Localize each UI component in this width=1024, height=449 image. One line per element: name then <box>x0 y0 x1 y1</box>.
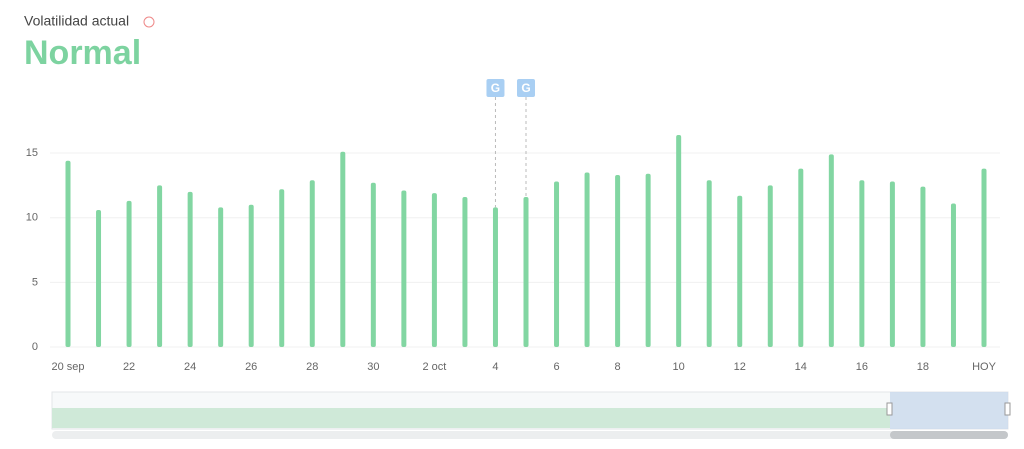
bar <box>676 134 682 347</box>
x-tick-label: 18 <box>917 361 929 373</box>
help-icon[interactable] <box>143 16 155 28</box>
bar <box>767 185 773 347</box>
bar <box>157 185 163 347</box>
x-tick-label: 20 sep <box>51 361 84 373</box>
x-tick-label: 26 <box>245 361 257 373</box>
bar <box>950 203 956 347</box>
navigator-series <box>52 408 890 428</box>
x-tick-label: 4 <box>492 361 498 373</box>
bar <box>340 151 346 347</box>
bar <box>401 190 407 347</box>
bar <box>584 172 590 347</box>
navigator-selection[interactable] <box>890 392 1008 429</box>
bar <box>431 193 437 347</box>
bar <box>65 160 71 347</box>
bar <box>554 181 560 347</box>
bar <box>889 181 895 347</box>
bar <box>828 154 834 347</box>
x-tick-label: 28 <box>306 361 318 373</box>
x-tick-label: 22 <box>123 361 135 373</box>
bar <box>309 180 315 347</box>
bar <box>218 207 224 347</box>
annotation-flag <box>486 79 505 97</box>
x-tick-label: 14 <box>795 361 807 373</box>
y-tick-label: 10 <box>26 212 38 224</box>
status: Normal <box>24 34 141 72</box>
x-tick-label: 30 <box>367 361 379 373</box>
x-tick-label: HOY <box>972 361 997 373</box>
bar <box>645 173 651 347</box>
bar <box>523 197 529 347</box>
bar <box>279 189 285 347</box>
x-tick-label: 16 <box>856 361 868 373</box>
bar <box>981 168 987 347</box>
bar <box>96 209 102 347</box>
bar <box>706 180 712 347</box>
bar <box>798 168 804 347</box>
x-tick-label: 8 <box>615 361 621 373</box>
scrollbar-track <box>52 431 1008 439</box>
annotation-label[interactable]: G <box>521 81 530 95</box>
bar <box>462 197 468 347</box>
x-tick-label: 6 <box>553 361 559 373</box>
x-tick-label: 10 <box>673 361 685 373</box>
bar <box>187 191 193 347</box>
navigator-handle[interactable] <box>886 402 893 416</box>
x-tick-label: 2 oct <box>422 361 446 373</box>
bar <box>370 182 376 347</box>
y-tick-label: 0 <box>32 341 38 353</box>
bar <box>737 195 743 347</box>
chart-title: Volatilidad actual <box>24 13 129 29</box>
bar <box>859 180 865 347</box>
y-tick-label: 15 <box>26 147 38 159</box>
navigator-handle[interactable] <box>1004 402 1011 416</box>
bar <box>615 175 621 347</box>
bar <box>920 186 926 347</box>
annotation-label[interactable]: G <box>491 81 500 95</box>
navigator[interactable] <box>51 391 1011 439</box>
annotation-flag <box>517 79 535 97</box>
x-tick-label: 24 <box>184 361 196 373</box>
bar <box>492 207 498 347</box>
bar <box>248 204 254 347</box>
x-tick-label: 12 <box>734 361 746 373</box>
y-tick-label: 5 <box>32 276 38 288</box>
scrollbar-thumb[interactable] <box>890 431 1008 439</box>
bar <box>126 200 132 347</box>
